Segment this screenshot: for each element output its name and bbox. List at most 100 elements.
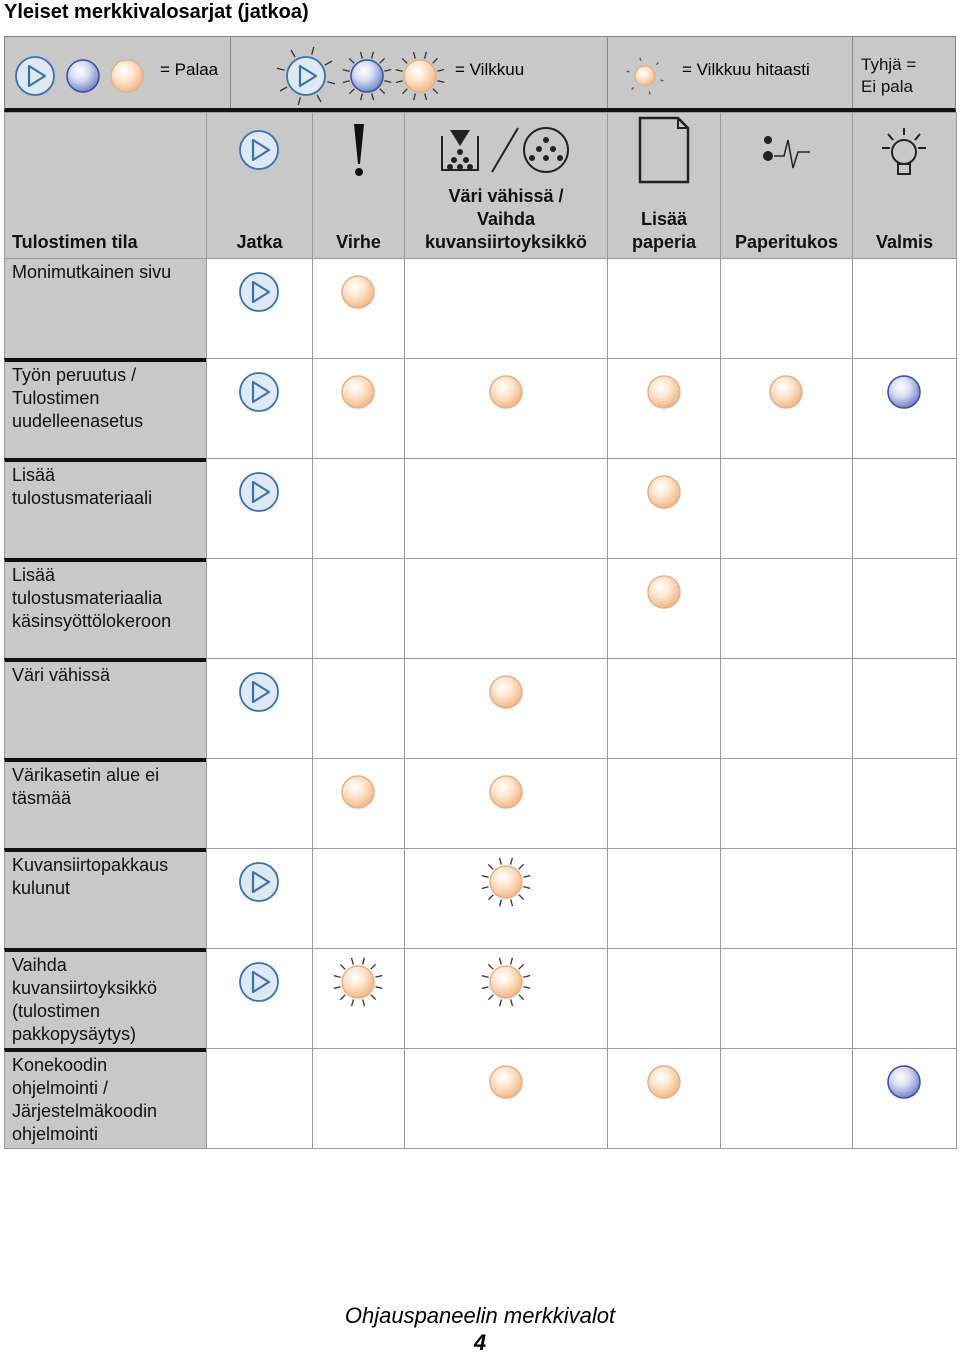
- legend-off: Tyhjä = Ei pala: [861, 54, 916, 98]
- row-label: Väri vähissä: [4, 658, 207, 759]
- text-line: Vaihda: [12, 955, 67, 975]
- light-icon: [66, 59, 100, 93]
- text-line: Väri vähissä /: [448, 186, 564, 206]
- light-icon: [239, 130, 279, 170]
- light-icon: [481, 957, 530, 1007]
- text-line: täsmää: [12, 788, 72, 808]
- light-icon: [239, 962, 279, 1002]
- table-cell: [607, 758, 721, 849]
- table-cell: [607, 258, 721, 359]
- row-label: Vaihda kuvansiirtoyksikkö (tulostimen pakko…: [4, 948, 207, 1049]
- table-cell: [312, 458, 405, 559]
- row-label: Lisää tulostusmateriaali: [4, 458, 207, 559]
- table-cell: [720, 1048, 853, 1149]
- text-line: paperia: [631, 232, 697, 252]
- text-line: ohjelmointi: [12, 1124, 99, 1144]
- light-icon: [333, 957, 383, 1007]
- error-icon: [354, 124, 364, 176]
- toner-icon: [441, 127, 569, 173]
- text-line: pakkopysäytys): [12, 1024, 137, 1044]
- light-icon: [488, 675, 523, 709]
- legend-divider: [852, 36, 853, 108]
- table-cell: [312, 658, 405, 759]
- row-label: Lisää tulostusmateriaalia käsinsyöttöloker…: [4, 558, 207, 659]
- light-icon: [769, 375, 803, 409]
- light-icon: [110, 59, 144, 93]
- table-cell: [852, 558, 957, 659]
- text-line: Kuvansiirtopakkaus: [12, 855, 169, 875]
- text-line: käsinsyöttölokeroon: [12, 611, 172, 631]
- table-cell: [720, 658, 853, 759]
- header-cell: Valmis: [852, 112, 957, 259]
- text-line: Lisää: [640, 209, 688, 229]
- table-cell: [607, 658, 721, 759]
- table-cell: [206, 758, 313, 849]
- text-line: kuvansiirtoyksikkö: [424, 232, 588, 252]
- text-line: Virhe: [336, 232, 381, 252]
- text-line: Vaihda: [476, 209, 536, 229]
- text-line: (tulostimen: [12, 1001, 101, 1021]
- light-icon: [239, 472, 279, 512]
- text-line: kulunut: [12, 878, 71, 898]
- light-icon: [239, 862, 279, 902]
- light-icon: [342, 51, 392, 101]
- table-cell: [720, 758, 853, 849]
- table-cell: [720, 948, 853, 1049]
- light-icon: [646, 1065, 681, 1099]
- text-line: Lisää: [12, 565, 56, 585]
- text-line: ohjelmointi /: [12, 1078, 109, 1098]
- text-line: tulostusmateriaalia: [12, 588, 163, 608]
- table-cell: [852, 1048, 957, 1149]
- ready-icon: [882, 128, 926, 175]
- table-cell: [852, 258, 957, 359]
- jam-icon: [763, 136, 810, 169]
- text-line: Valmis: [875, 232, 934, 252]
- row-label: Monimutkainen sivu: [4, 258, 207, 359]
- light-icon: [239, 672, 279, 712]
- legend-band: [4, 36, 956, 112]
- light-icon: [887, 1065, 921, 1099]
- table-cell: [206, 558, 313, 659]
- text-line: Järjestelmäkoodin: [12, 1101, 158, 1121]
- table-cell: [852, 948, 957, 1049]
- table-cell: [720, 848, 853, 949]
- table-cell: [312, 558, 405, 659]
- light-icon: [488, 375, 523, 409]
- text-line: uudelleenasetus: [12, 411, 144, 431]
- text-line: Paperitukos: [734, 232, 839, 252]
- light-icon: [481, 857, 530, 907]
- light-icon: [341, 275, 375, 309]
- legend-blink: = Vilkkuu: [455, 60, 525, 79]
- header-cell: Tulostimen tila: [4, 112, 207, 259]
- light-icon: [887, 375, 921, 409]
- text-line: Konekoodin: [12, 1055, 108, 1075]
- text-line: tulostusmateriaali: [12, 488, 153, 508]
- light-icon: [626, 57, 664, 95]
- light-icon: [341, 375, 375, 409]
- table-cell: [607, 848, 721, 949]
- text-line: Väri vähissä: [12, 665, 111, 685]
- light-icon: [239, 272, 279, 312]
- table-cell: [312, 1048, 405, 1149]
- light-icon: [646, 475, 681, 509]
- table-cell: [404, 458, 608, 559]
- legend-slow: = Vilkkuu hitaasti: [682, 60, 810, 79]
- text-line: Tyhjä =: [861, 55, 917, 74]
- table-cell: [852, 758, 957, 849]
- legend-divider: [607, 36, 608, 108]
- light-icon: [341, 775, 375, 809]
- light-icon: [646, 575, 681, 609]
- page-number: 4: [473, 1330, 487, 1352]
- text-line: Työn peruutus /: [12, 365, 137, 385]
- table-cell: [312, 848, 405, 949]
- table-cell: [720, 558, 853, 659]
- table-cell: [404, 558, 608, 659]
- legend-divider: [230, 36, 231, 108]
- table-cell: [607, 948, 721, 1049]
- paper-icon: [638, 116, 690, 184]
- row-label: Työn peruutus / Tulostimen uudelleenasetus: [4, 358, 207, 459]
- row-label: Värikasetin alue ei täsmää: [4, 758, 207, 849]
- row-label: Konekoodin ohjelmointi / Järjestelmäkoodin…: [4, 1048, 207, 1149]
- table-cell: [852, 658, 957, 759]
